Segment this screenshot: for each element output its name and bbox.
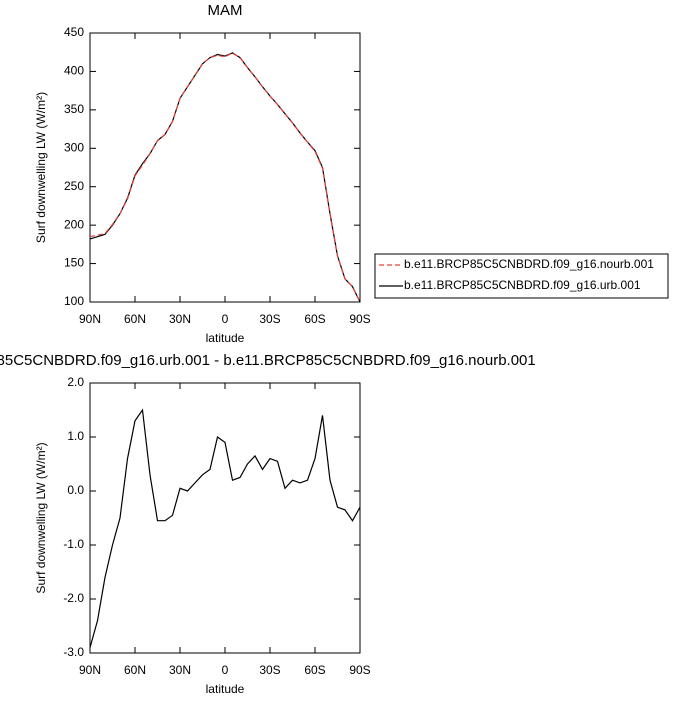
y-tick-label: 450	[64, 25, 84, 39]
data-line	[89, 408, 361, 648]
x-tick-label: 30N	[169, 312, 191, 326]
data-line	[89, 52, 361, 303]
plot-frame	[89, 382, 361, 654]
x-tick-label: 60S	[304, 663, 325, 677]
x-tick-label: 60N	[124, 663, 146, 677]
x-tick-label: 30S	[259, 312, 280, 326]
y-tick-label: 1.0	[67, 429, 84, 443]
legend-box	[374, 253, 669, 299]
y-tick-label: 150	[64, 256, 84, 270]
y-tick-label: 2.0	[67, 375, 84, 389]
x-tick-label: 90N	[79, 312, 101, 326]
plot-frame	[89, 32, 361, 303]
legend-label: b.e11.BRCP85C5CNBDRD.f09_g16.urb.001	[404, 278, 641, 292]
y-tick-label: -2.0	[63, 591, 84, 605]
y-tick-label: 300	[64, 140, 84, 154]
y-tick-label: -1.0	[63, 537, 84, 551]
x-tick-label: 90N	[79, 663, 101, 677]
y-tick-label: 350	[64, 102, 84, 116]
x-tick-label: 60S	[304, 312, 325, 326]
x-axis-label: latitude	[206, 682, 245, 696]
y-axis-label: Surf downwelling LW (W/m²)	[34, 92, 48, 243]
y-tick-label: 400	[64, 64, 84, 78]
y-tick-label: 100	[64, 294, 84, 308]
data-line	[89, 52, 361, 303]
chart-title: MAM	[208, 2, 243, 19]
x-tick-label: 30S	[259, 663, 280, 677]
x-tick-label: 60N	[124, 312, 146, 326]
legend-label: b.e11.BRCP85C5CNBDRD.f09_g16.nourb.001	[404, 257, 654, 271]
x-tick-label: 90S	[349, 312, 370, 326]
y-tick-label: 200	[64, 217, 84, 231]
x-tick-label: 0	[222, 312, 229, 326]
y-tick-label: 0.0	[67, 483, 84, 497]
chart-title: b.e11.BRCP85C5CNBDRD.f09_g16.urb.001 - b…	[0, 352, 536, 369]
y-tick-label: 250	[64, 179, 84, 193]
x-tick-label: 30N	[169, 663, 191, 677]
x-tick-label: 90S	[349, 663, 370, 677]
y-tick-label: -3.0	[63, 645, 84, 659]
y-axis-label: Surf downwelling LW (W/m²)	[34, 442, 48, 593]
x-axis-label: latitude	[206, 331, 245, 345]
x-tick-label: 0	[222, 663, 229, 677]
